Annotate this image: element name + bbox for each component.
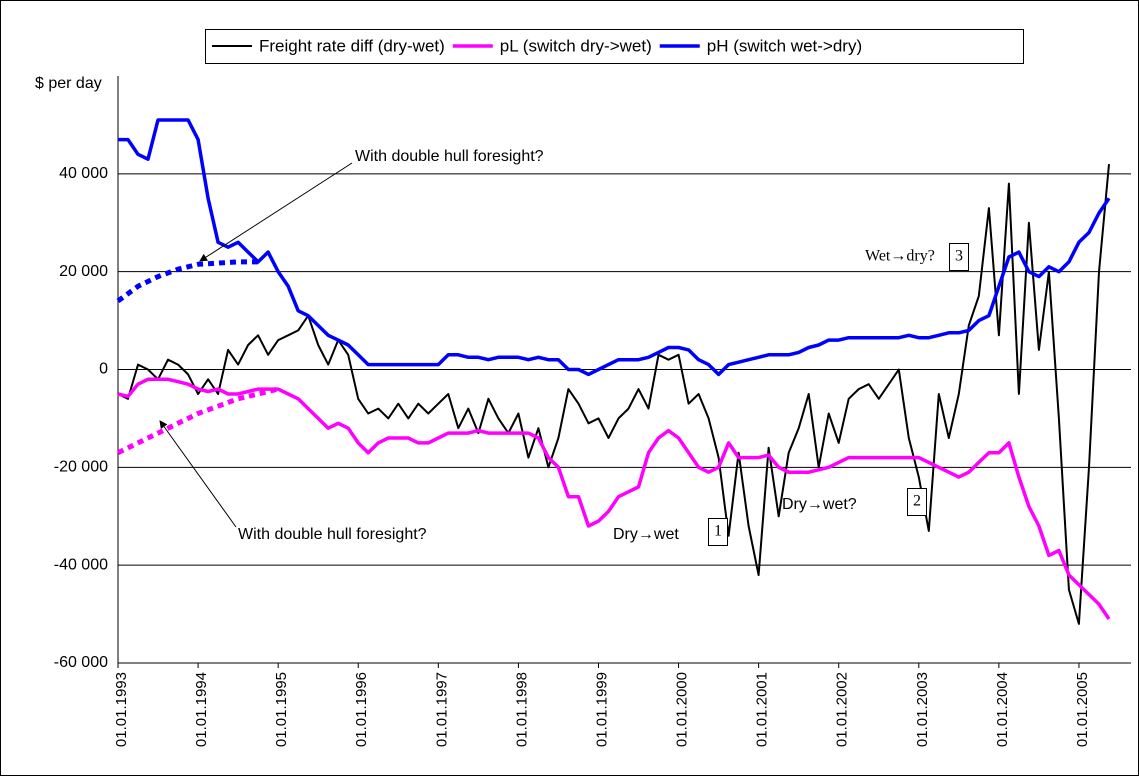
annotation-box	[907, 488, 927, 516]
annotation-box-label: 2	[913, 493, 921, 510]
annotation-box	[708, 518, 728, 546]
x-tick-label: 01.01.2003	[914, 672, 931, 747]
x-tick-label: 01.01.1996	[353, 672, 370, 747]
annotation: With double hull foresight?	[355, 148, 544, 165]
legend-label: Freight rate diff (dry-wet)	[259, 36, 445, 55]
x-tick-label: 01.01.2002	[834, 672, 851, 747]
dashed-line	[116, 386, 279, 455]
annotation-box	[949, 243, 969, 271]
x-tick-label: 01.01.1993	[113, 672, 130, 747]
data-line	[117, 164, 1110, 625]
dashed-line	[116, 259, 263, 304]
y-axis-label: $ per day	[35, 75, 102, 92]
x-tick-label: 01.01.1994	[193, 672, 210, 747]
x-tick-label: 01.01.1998	[513, 672, 530, 747]
annotation: Dry→wet	[613, 526, 679, 543]
data-line	[118, 118, 1111, 377]
legend-label: pL (switch dry->wet)	[500, 36, 652, 55]
legend-box	[205, 29, 1024, 64]
y-tick-label: -20 000	[54, 459, 108, 476]
annotation-box-label: 1	[714, 523, 722, 540]
x-tick-label: 01.01.1999	[593, 672, 610, 747]
annotation-box-label: 3	[955, 248, 963, 265]
y-tick-label: 0	[99, 361, 108, 378]
y-tick-label: 20 000	[59, 263, 108, 280]
x-tick-label: 01.01.1995	[273, 672, 290, 747]
legend-label: pH (switch wet->dry)	[707, 36, 862, 55]
x-tick-label: 01.01.1997	[433, 672, 450, 747]
annotation-arrow	[199, 162, 353, 262]
y-tick-label: -60 000	[54, 654, 108, 671]
annotation-arrow	[159, 420, 237, 528]
annotation: Dry→wet?	[782, 496, 857, 513]
y-tick-label: 40 000	[59, 165, 108, 182]
annotation: With double hull foresight?	[238, 526, 427, 543]
x-tick-label: 01.01.2001	[754, 672, 771, 747]
x-tick-label: 01.01.2004	[994, 672, 1011, 747]
x-tick-label: 01.01.2000	[674, 672, 691, 747]
x-tick-label: 01.01.2005	[1074, 672, 1091, 747]
data-line	[117, 377, 1111, 620]
y-tick-label: -40 000	[54, 556, 108, 573]
annotation: Wet→dry?	[865, 248, 935, 265]
